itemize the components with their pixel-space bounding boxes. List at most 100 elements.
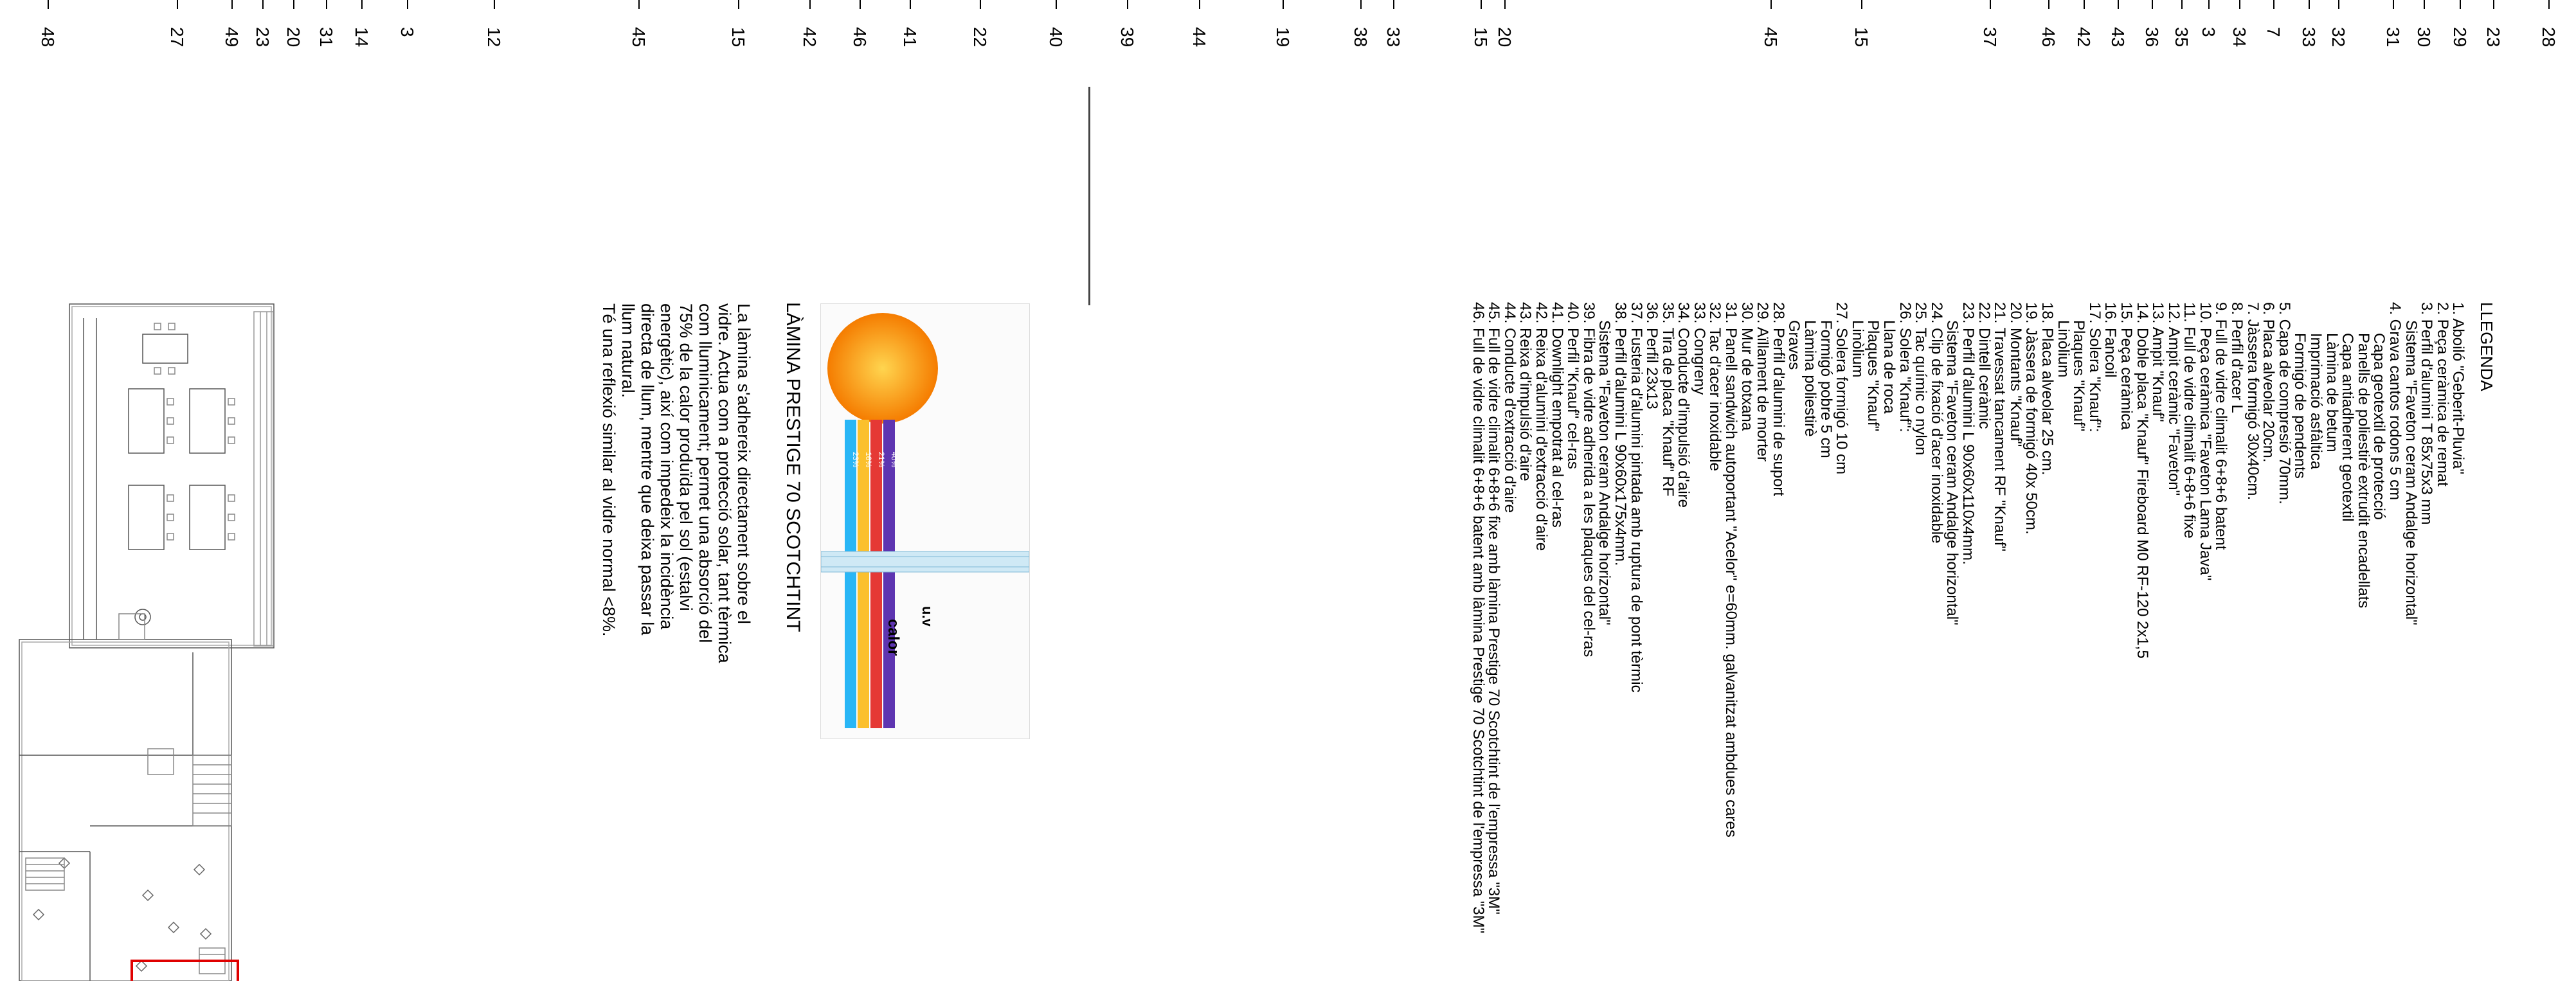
legend-item: Làmina de betum xyxy=(2323,333,2341,452)
ruler-tick xyxy=(1990,0,1991,9)
ruler-tick xyxy=(407,0,408,9)
ruler-tick xyxy=(494,0,495,9)
scotchtint-para-1: La làmina s'adhereix directament sobre e… xyxy=(618,303,753,663)
solar-band xyxy=(870,420,882,728)
legend-item: 42. Reixa d'alumini d'extracció d'aire xyxy=(1532,302,1550,551)
ruler-number: 7 xyxy=(2264,27,2283,37)
ruler-number: 23 xyxy=(2483,27,2503,48)
sun-icon xyxy=(827,313,938,424)
ruler-tick xyxy=(910,0,911,9)
legend-block: LLEGENDA 1. Aboiló "Geberit-Pluvia" 2. Pe… xyxy=(1470,302,2496,933)
ruler-number: 33 xyxy=(2299,27,2319,48)
ruler-tick xyxy=(2338,0,2339,9)
ruler-tick xyxy=(1127,0,1128,9)
floor-plan-svg xyxy=(19,303,275,984)
ruler-number: 31 xyxy=(2383,27,2403,48)
ruler-tick xyxy=(2424,0,2425,9)
legend-item: 10. Peça ceràmica "Faveton Lama Java" xyxy=(2196,302,2214,581)
legend-item: 20. Montants "Knauf" xyxy=(2006,302,2024,447)
solar-band-label: 21% xyxy=(877,452,886,467)
ruler-number: 29 xyxy=(2450,27,2470,48)
ruler-tick xyxy=(1770,0,1772,9)
ruler-tick xyxy=(860,0,861,9)
ruler-number: 34 xyxy=(2229,27,2249,48)
ruler-number: 15 xyxy=(1851,27,1871,48)
ruler-tick xyxy=(2084,0,2085,9)
legend-item: 41. Downlight empotrat al cel-ras xyxy=(1548,302,1566,528)
ruler-tick xyxy=(980,0,981,9)
ruler-tick xyxy=(1199,0,1200,9)
ruler-tick xyxy=(2181,0,2183,9)
legend-item: Capa geotextil de protecció xyxy=(2370,333,2388,520)
legend-item: 45. Full de vidre climalit 6+8+6 fixe am… xyxy=(1485,302,1503,915)
scotchtint-paragraph: La làmina s'adhereix directament sobre e… xyxy=(599,303,753,663)
ruler-number: 44 xyxy=(1189,27,1209,48)
legend-item: 22. Dintell ceràmic xyxy=(1975,302,1993,429)
ruler-tick xyxy=(293,0,294,9)
legend-item: 38. Perfil d'alumini L 90x60x175x4mm. xyxy=(1611,302,1629,566)
legend-item: Panells de poliestirè extrudit encadella… xyxy=(2354,333,2372,609)
ruler-tick xyxy=(1056,0,1057,9)
legend-item: 15. Peça ceràmica xyxy=(2117,302,2135,430)
legend-item: 26. Solera "Knauf": xyxy=(1896,302,1914,433)
ruler-number: 27 xyxy=(167,27,187,48)
ruler-number: 46 xyxy=(2039,27,2058,48)
legend-item: 11. Full de vidre climalit 6+8+6 fixe xyxy=(2181,302,2199,539)
ruler-tick xyxy=(1504,0,1506,9)
solar-band-label: 40% xyxy=(890,452,899,467)
ruler-number: 46 xyxy=(850,27,870,48)
ruler-tick xyxy=(809,0,811,9)
legend-item: 21. Travessat tancament RF "Knauf" xyxy=(1991,302,2009,551)
legend-item: Capa antiadherent geotextil xyxy=(2339,333,2357,522)
legend-item: 43. Reixa d'impulsió d'aire xyxy=(1517,302,1535,481)
ruler-number: 15 xyxy=(728,27,748,48)
ruler-number: 40 xyxy=(1046,27,1066,48)
legend-item: Llana de roca xyxy=(1880,320,1898,414)
ruler-tick xyxy=(48,0,49,9)
solar-band xyxy=(845,420,856,728)
ruler-tick xyxy=(231,0,233,9)
ruler-number: 45 xyxy=(1761,27,1781,48)
legend-item: 24. Clip de fixació d'acer inoxidable xyxy=(1927,302,1945,544)
ruler-tick xyxy=(2239,0,2240,9)
legend-item: 16. Fancoil xyxy=(2102,302,2120,378)
solar-band xyxy=(883,420,895,728)
legend-item: 32. Tac d'acer inoxidable xyxy=(1706,302,1724,471)
ruler-number: 22 xyxy=(970,27,990,48)
ruler-tick xyxy=(738,0,739,9)
solar-diagram-svg: 40% 21% 16% 23% u.v calor xyxy=(820,313,1030,728)
legend-item: 3. Perfil d'alumini T 85x75x3 mm xyxy=(2418,302,2436,525)
legend-item: Linòlium xyxy=(1848,320,1866,378)
legend-item: 12. Ampit ceràmic "Faveton" xyxy=(2165,302,2183,496)
legend-item: 17. Solera "Knauf": xyxy=(2085,302,2103,433)
floor-plan xyxy=(0,292,283,984)
ruler-tick xyxy=(361,0,363,9)
legend-item: 18. Placa alveolar 25 cm. xyxy=(2038,302,2056,476)
legend-item: Graves xyxy=(1785,320,1803,370)
calor-label: calor xyxy=(885,619,902,656)
ruler-number: 41 xyxy=(900,27,920,48)
legend-item: 46. Full de vidre climalit 6+8+6 batent … xyxy=(1469,302,1487,934)
ruler-number: 3 xyxy=(2199,27,2219,37)
legend-item: 4. Grava cantos rodons 5 cm xyxy=(2386,302,2404,501)
legend-title: LLEGENDA xyxy=(2477,302,2496,391)
ruler-tick xyxy=(2118,0,2119,9)
legend-item: 37. Fusteria d'alumini pintada amb ruptu… xyxy=(1627,302,1645,693)
legend-item: 29. Aïllament de morter xyxy=(1754,302,1772,462)
ruler-tick xyxy=(1360,0,1362,9)
scotchtint-para-2: Té una reflexió similar al vidre normal … xyxy=(599,303,618,637)
ruler-number: 42 xyxy=(2074,27,2094,48)
legend-item: 7. Jàssera formigó 30x40cm. xyxy=(2244,302,2262,501)
ruler-number: 28 xyxy=(2539,27,2559,48)
legend-item: Linòlium xyxy=(2054,320,2072,378)
legend-item: 6. Placa alveolar 20cm. xyxy=(2260,302,2278,463)
legend-item: 36. Perfil 23x13 xyxy=(1643,302,1661,409)
legend-item: 5. Capa de compresió 70mm. xyxy=(2275,302,2293,505)
ruler-number: 15 xyxy=(1471,27,1491,48)
ruler-tick xyxy=(2273,0,2274,9)
uv-label: u.v xyxy=(919,606,935,627)
ruler-tick xyxy=(1393,0,1394,9)
ruler-number: 31 xyxy=(316,27,336,48)
legend-item: Sistema "Faveton ceram Andalge horizonta… xyxy=(1596,320,1614,625)
legend-item: 34. Conducte d'impulsió d'aire xyxy=(1675,302,1693,508)
